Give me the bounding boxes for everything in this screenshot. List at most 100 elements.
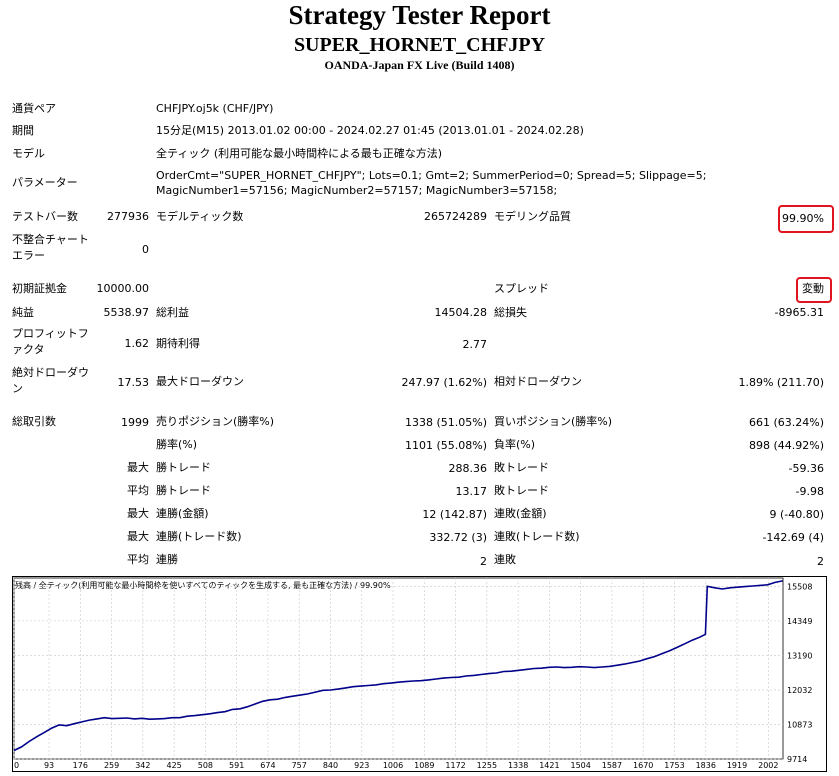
largest-win-value: 288.36 [448,462,488,475]
ticks-label: モデルティック数 [156,210,244,223]
expected-value: 2.77 [462,338,488,351]
spread-highlight [796,277,832,303]
y-tick-label: 15508 [787,582,812,591]
quality-value: 99.90% [782,212,824,225]
gross-profit-label: 総利益 [156,306,189,319]
rel-dd-label: 相対ドローダウン [494,375,582,388]
deposit-value: 10000.00 [96,282,150,295]
rel-dd-value: 1.89% (211.70) [738,376,824,389]
gross-profit-value: 14504.28 [434,306,488,319]
y-axis: 15508 14349 13190 12032 10873 9714 [787,582,812,764]
loss-rate-value: 898 (44.92%) [748,439,824,452]
x-tick-label: 342 [135,761,150,770]
params-value: OrderCmt="SUPER_HORNET_CHFJPY"; Lots=0.1… [156,169,707,197]
spread-label: スプレッド [494,282,549,295]
pair-value: CHFJPY.oj5k (CHF/JPY) [156,102,274,115]
abs-dd-label: 絶対ドローダウン [12,366,89,395]
long-label: 買いポジション(勝率%) [494,415,613,428]
avg-cons-wins-value: 2 [480,555,487,568]
bars-label: テストバー数 [12,210,78,223]
cons-losses-money-value: 9 (-40.80) [769,508,824,521]
model-value: 全ティック (利用可能な最小時間枠による最も正確な方法) [156,147,443,160]
x-tick-label: 757 [292,761,307,770]
total-label: 総取引数 [12,415,56,428]
balance-chart: 残高 / 全ティック(利用可能な最小時間枠を使いすべてのティックを生成する, 最… [12,576,827,772]
win-rate-value: 1101 (55.08%) [404,439,487,452]
quality-label: モデリング品質 [494,210,571,223]
loss-rate-label: 負率(%) [494,438,536,451]
chart-title: 残高 / 全ティック(利用可能な最小時間枠を使いすべてのティックを生成する, 最… [15,580,391,590]
ea-name: SUPER_HORNET_CHFJPY [293,34,546,56]
x-tick-label: 425 [166,761,181,770]
y-tick-label: 10873 [787,720,812,729]
cons-wins-money-value: 12 (142.87) [422,508,487,521]
x-tick-label: 1172 [445,761,465,770]
mismatch-label: 不整合チャートエラー [12,233,89,262]
avg-loss-label: 敗トレード [494,484,549,497]
model-label: モデル [12,147,45,160]
abs-dd-value: 17.53 [117,376,150,389]
x-tick-label: 1338 [508,761,528,770]
cons-profit-label: 連勝(トレード数) [156,530,242,543]
short-value: 1338 (51.05%) [404,416,487,429]
pf-label: プロフィットファクタ [12,327,89,356]
avg-cons-losses-value: 2 [817,555,824,568]
pf-value: 1.62 [124,337,150,350]
x-tick-label: 1836 [696,761,716,770]
x-tick-label: 591 [229,761,244,770]
avg-win-label: 勝トレード [156,484,211,497]
expected-label: 期待利得 [156,337,200,350]
pair-label: 通貨ペア [12,102,56,115]
x-tick-label: 1006 [383,761,403,770]
avg-loss-value: -9.98 [795,485,824,498]
x-tick-label: 1587 [602,761,622,770]
balance-line [13,580,783,752]
ticks-value: 265724289 [424,210,487,223]
gross-loss-label: 総損失 [494,306,527,319]
gross-loss-value: -8965.31 [774,306,824,319]
max-prefix-2: 最大 [127,530,149,543]
max-dd-value: 247.97 (1.62%) [401,376,487,389]
short-label: 売りポジション(勝率%) [156,415,275,428]
cons-loss-label: 連敗(トレード数) [494,530,580,543]
average-prefix: 平均 [127,484,149,497]
chart-frame [12,576,827,772]
x-axis: 0 93 176 259 342 425 508 591 674 757 840 923 1006 108… [14,761,778,770]
x-tick-label: 2002 [758,761,778,770]
max-dd-label: 最大ドローダウン [156,375,244,388]
chart-grid [13,578,783,760]
cons-losses-money-label: 連敗(金額) [494,507,547,520]
net-label: 純益 [12,306,34,319]
x-tick-label: 508 [198,761,213,770]
bars-value: 277936 [107,210,149,223]
x-tick-label: 1919 [727,761,747,770]
deposit-label: 初期証拠金 [12,282,67,295]
x-tick-label: 0 [14,761,19,770]
spread-value: 変動 [802,282,824,295]
cons-loss-value: -142.69 (4) [762,531,824,544]
report-title: Strategy Tester Report [288,0,551,30]
cons-wins-money-label: 連勝(金額) [156,507,209,520]
period-label: 期間 [12,124,34,137]
x-tick-label: 1089 [414,761,434,770]
largest-prefix: 最大 [127,461,149,474]
x-tick-label: 259 [104,761,119,770]
x-tick-label: 1753 [664,761,684,770]
mismatch-value: 0 [142,243,149,256]
y-tick-label: 14349 [787,617,812,626]
x-tick-label: 1670 [633,761,653,770]
cons-profit-value: 332.72 (3) [429,531,487,544]
y-tick-label: 9714 [787,755,807,764]
x-tick-label: 93 [44,761,54,770]
net-value: 5538.97 [103,306,150,319]
long-value: 661 (63.24%) [748,416,824,429]
x-tick-label: 176 [73,761,88,770]
max-prefix-1: 最大 [127,507,149,520]
x-tick-label: 1421 [539,761,559,770]
server-name: OANDA-Japan FX Live (Build 1408) [324,58,515,72]
largest-loss-value: -59.36 [788,462,824,475]
avg-prefix-2: 平均 [127,553,149,566]
win-rate-label: 勝率(%) [156,438,198,451]
quality-highlight [778,205,834,233]
avg-cons-losses-label: 連敗 [494,553,516,566]
